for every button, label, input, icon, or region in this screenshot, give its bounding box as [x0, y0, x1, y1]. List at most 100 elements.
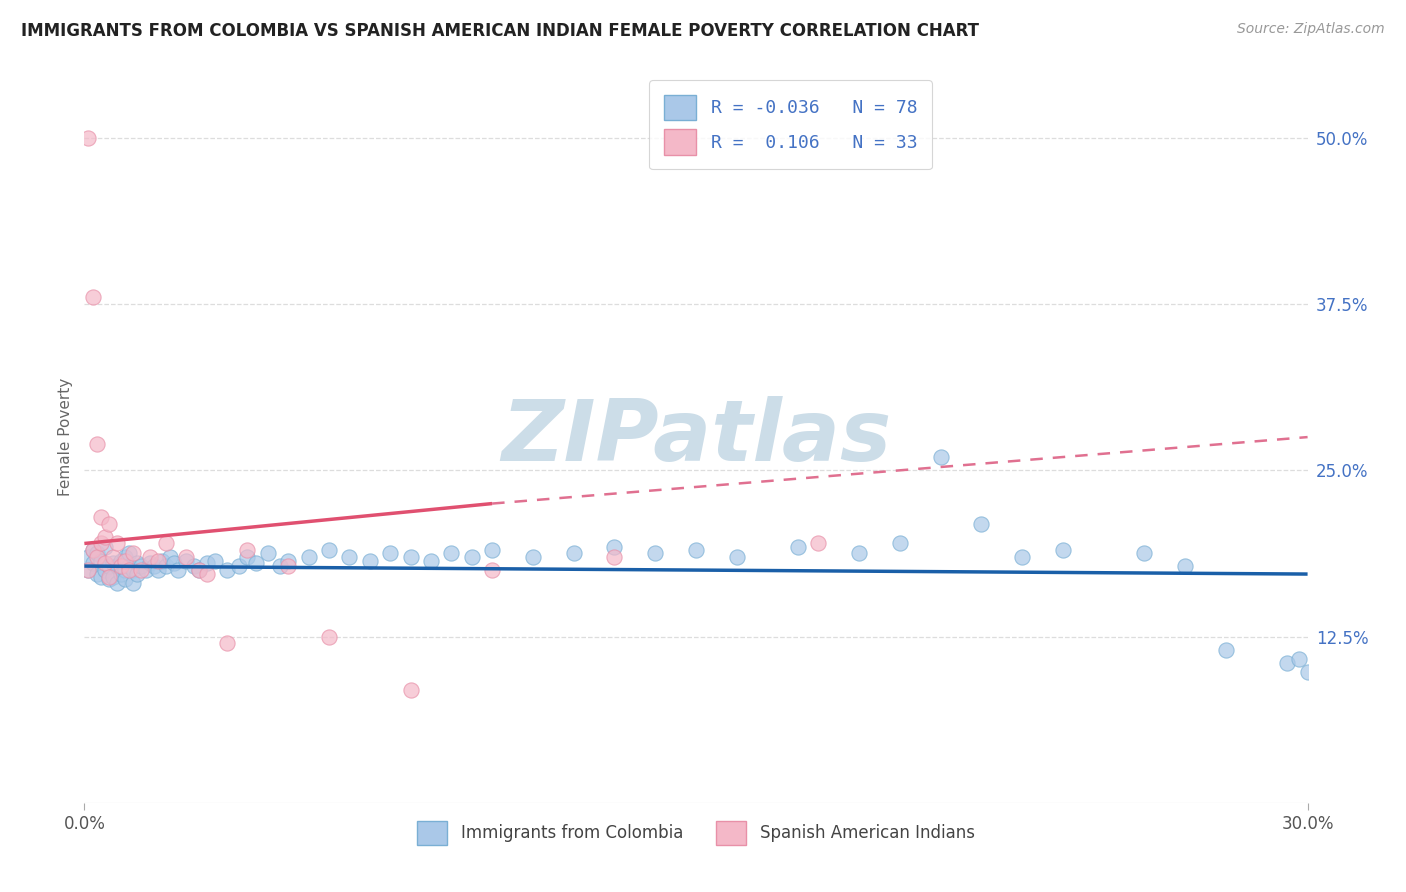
Point	[82, 543, 104, 558]
Point	[90, 509, 112, 524]
Point	[93, 541, 115, 555]
Point	[114, 554, 136, 568]
Point	[150, 554, 173, 568]
Point	[86, 567, 108, 582]
Point	[110, 559, 132, 574]
Point	[481, 543, 503, 558]
Point	[277, 559, 299, 574]
Point	[131, 559, 153, 574]
Point	[461, 549, 484, 564]
Point	[787, 541, 810, 555]
Y-axis label: Female Poverty: Female Poverty	[58, 378, 73, 496]
Point	[118, 559, 141, 574]
Point	[1052, 543, 1074, 558]
Point	[118, 563, 141, 577]
Point	[101, 570, 124, 584]
Point	[82, 557, 104, 571]
Point	[131, 563, 153, 577]
Point	[929, 450, 952, 464]
Text: Source: ZipAtlas.com: Source: ZipAtlas.com	[1237, 22, 1385, 37]
Point	[269, 559, 291, 574]
Point	[380, 546, 402, 560]
Point	[77, 563, 100, 577]
Point	[77, 131, 100, 145]
Point	[195, 567, 218, 582]
Point	[146, 563, 169, 577]
Point	[522, 549, 544, 564]
Point	[217, 563, 239, 577]
Point	[77, 563, 100, 577]
Point	[82, 543, 104, 558]
Point	[138, 557, 160, 571]
Point	[97, 573, 120, 587]
Point	[204, 554, 226, 568]
Point	[127, 567, 149, 582]
Point	[155, 536, 177, 550]
Point	[228, 559, 250, 574]
Point	[236, 549, 259, 564]
Point	[90, 536, 112, 550]
Point	[142, 559, 165, 574]
Point	[183, 559, 205, 574]
Point	[90, 554, 112, 568]
Point	[1011, 549, 1033, 564]
Point	[1174, 559, 1197, 574]
Point	[848, 546, 870, 560]
Point	[114, 573, 136, 587]
Point	[970, 516, 993, 531]
Point	[187, 563, 209, 577]
Point	[101, 557, 124, 571]
Point	[644, 546, 666, 560]
Point	[93, 530, 115, 544]
Point	[93, 563, 115, 577]
Point	[86, 549, 108, 564]
Point	[217, 636, 239, 650]
Point	[195, 557, 218, 571]
Point	[122, 546, 145, 560]
Point	[86, 436, 108, 450]
Point	[127, 557, 149, 571]
Point	[114, 549, 136, 564]
Point	[122, 576, 145, 591]
Point	[101, 549, 124, 564]
Point	[97, 570, 120, 584]
Point	[318, 630, 340, 644]
Point	[298, 549, 321, 564]
Point	[277, 554, 299, 568]
Point	[118, 546, 141, 560]
Point	[135, 563, 157, 577]
Point	[105, 576, 128, 591]
Point	[114, 563, 136, 577]
Point	[420, 554, 443, 568]
Point	[93, 557, 115, 571]
Point	[257, 546, 280, 560]
Point	[481, 563, 503, 577]
Point	[1288, 652, 1310, 666]
Point	[685, 543, 707, 558]
Point	[110, 567, 132, 582]
Point	[339, 549, 361, 564]
Point	[187, 563, 209, 577]
Point	[110, 554, 132, 568]
Point	[399, 549, 422, 564]
Point	[236, 543, 259, 558]
Point	[562, 546, 585, 560]
Point	[167, 563, 190, 577]
Point	[97, 516, 120, 531]
Point	[889, 536, 911, 550]
Point	[86, 546, 108, 560]
Point	[318, 543, 340, 558]
Point	[359, 554, 381, 568]
Point	[1277, 656, 1299, 670]
Point	[105, 559, 128, 574]
Point	[174, 554, 197, 568]
Point	[159, 549, 181, 564]
Point	[807, 536, 830, 550]
Point	[1215, 643, 1237, 657]
Point	[97, 559, 120, 574]
Point	[399, 682, 422, 697]
Point	[146, 554, 169, 568]
Point	[82, 290, 104, 304]
Text: ZIPatlas: ZIPatlas	[501, 395, 891, 479]
Point	[90, 570, 112, 584]
